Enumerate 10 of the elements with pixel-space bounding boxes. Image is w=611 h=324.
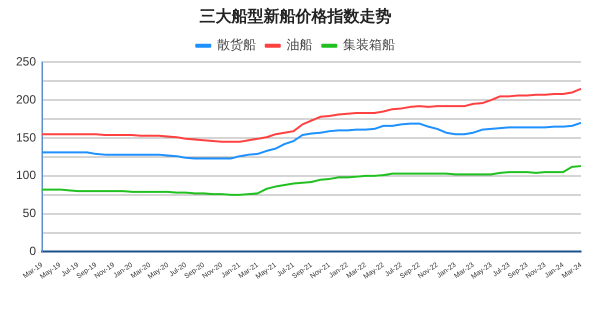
y-tick-label: 0 <box>29 244 36 258</box>
y-tick-label: 150 <box>16 130 36 144</box>
y-tick-label: 200 <box>16 92 36 106</box>
legend-label: 散货船 <box>216 37 256 52</box>
legend-label: 集装箱船 <box>342 37 395 52</box>
chart-title: 三大船型新船价格指数走势 <box>200 8 392 26</box>
legend-label: 油船 <box>286 37 312 52</box>
y-tick-label: 100 <box>16 168 36 182</box>
y-tick-label: 50 <box>22 206 36 220</box>
y-tick-label: 250 <box>16 54 36 69</box>
